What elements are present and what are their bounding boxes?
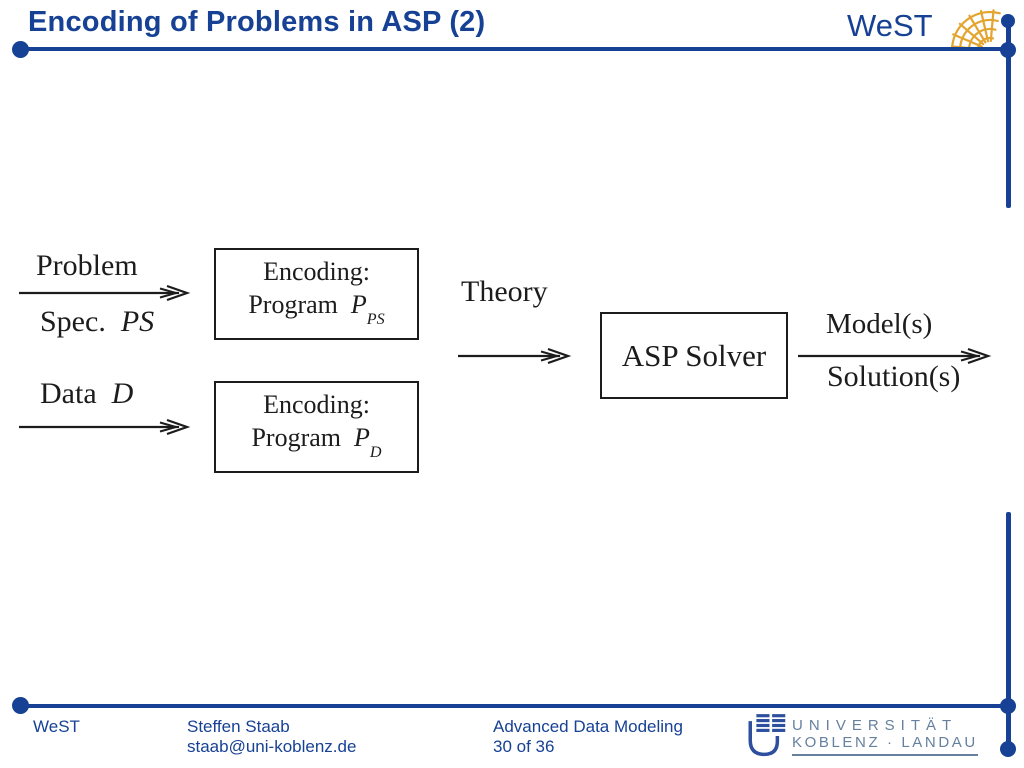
connector-dot [12, 697, 29, 714]
box-encoding-ps: Encoding: Program PPS [214, 248, 419, 340]
footer-page-number: 30 of 36 [493, 737, 555, 756]
spec-var: PS [120, 305, 155, 338]
uni-logo [745, 712, 787, 760]
label-models: Model(s) [826, 308, 933, 340]
asp-solver-label: ASP Solver [621, 337, 767, 373]
right-rule-top [1006, 21, 1011, 208]
footer-email: staab@uni-koblenz.de [187, 737, 357, 756]
label-spec-ps: Spec. PS [40, 305, 154, 339]
footer-author: Steffen Staab [187, 717, 290, 736]
web-mesh-icon [950, 9, 1001, 52]
data-text: Data [40, 377, 97, 410]
arrow-problem-spec [19, 284, 191, 302]
footer-rule [21, 704, 1008, 708]
footer-course-block: Advanced Data Modeling 30 of 36 [493, 717, 683, 757]
arrow-data [19, 418, 191, 436]
title-rule [21, 47, 1008, 51]
connector-dot [12, 41, 29, 58]
footer-brand: WeST [33, 717, 80, 736]
box-encoding-d: Encoding: Program PD [214, 381, 419, 473]
label-problem: Problem [36, 249, 138, 282]
connector-dot [1000, 741, 1016, 757]
arrow-output [798, 347, 992, 365]
uni-name-block: UNIVERSITÄT KOBLENZ · LANDAU [792, 718, 978, 756]
data-var: D [111, 377, 134, 410]
uni-u-icon [748, 714, 786, 757]
box-asp-solver: ASP Solver [600, 312, 788, 399]
label-theory: Theory [461, 275, 548, 308]
encoding-d-line2: Program PD [251, 423, 382, 462]
connector-dot [1001, 14, 1015, 28]
encoding-ps-line2: Program PPS [248, 290, 385, 329]
arrow-theory [458, 347, 572, 365]
connector-dot [1000, 42, 1016, 58]
footer-course: Advanced Data Modeling [493, 717, 683, 736]
encoding-d-line1: Encoding: [263, 390, 370, 420]
label-solutions: Solution(s) [827, 360, 961, 393]
page-title: Encoding of Problems in ASP (2) [28, 6, 486, 38]
label-data-d: Data D [40, 377, 133, 411]
uni-name-line1: UNIVERSITÄT [792, 717, 958, 734]
connector-dot [1000, 698, 1016, 714]
uni-name-line2: KOBLENZ · LANDAU [792, 734, 978, 751]
spec-text: Spec. [40, 305, 106, 338]
footer-author-block: Steffen Staab staab@uni-koblenz.de [187, 717, 356, 757]
right-rule-bottom [1006, 512, 1011, 749]
encoding-ps-line1: Encoding: [263, 257, 370, 287]
west-logo-text: WeST [847, 8, 933, 43]
